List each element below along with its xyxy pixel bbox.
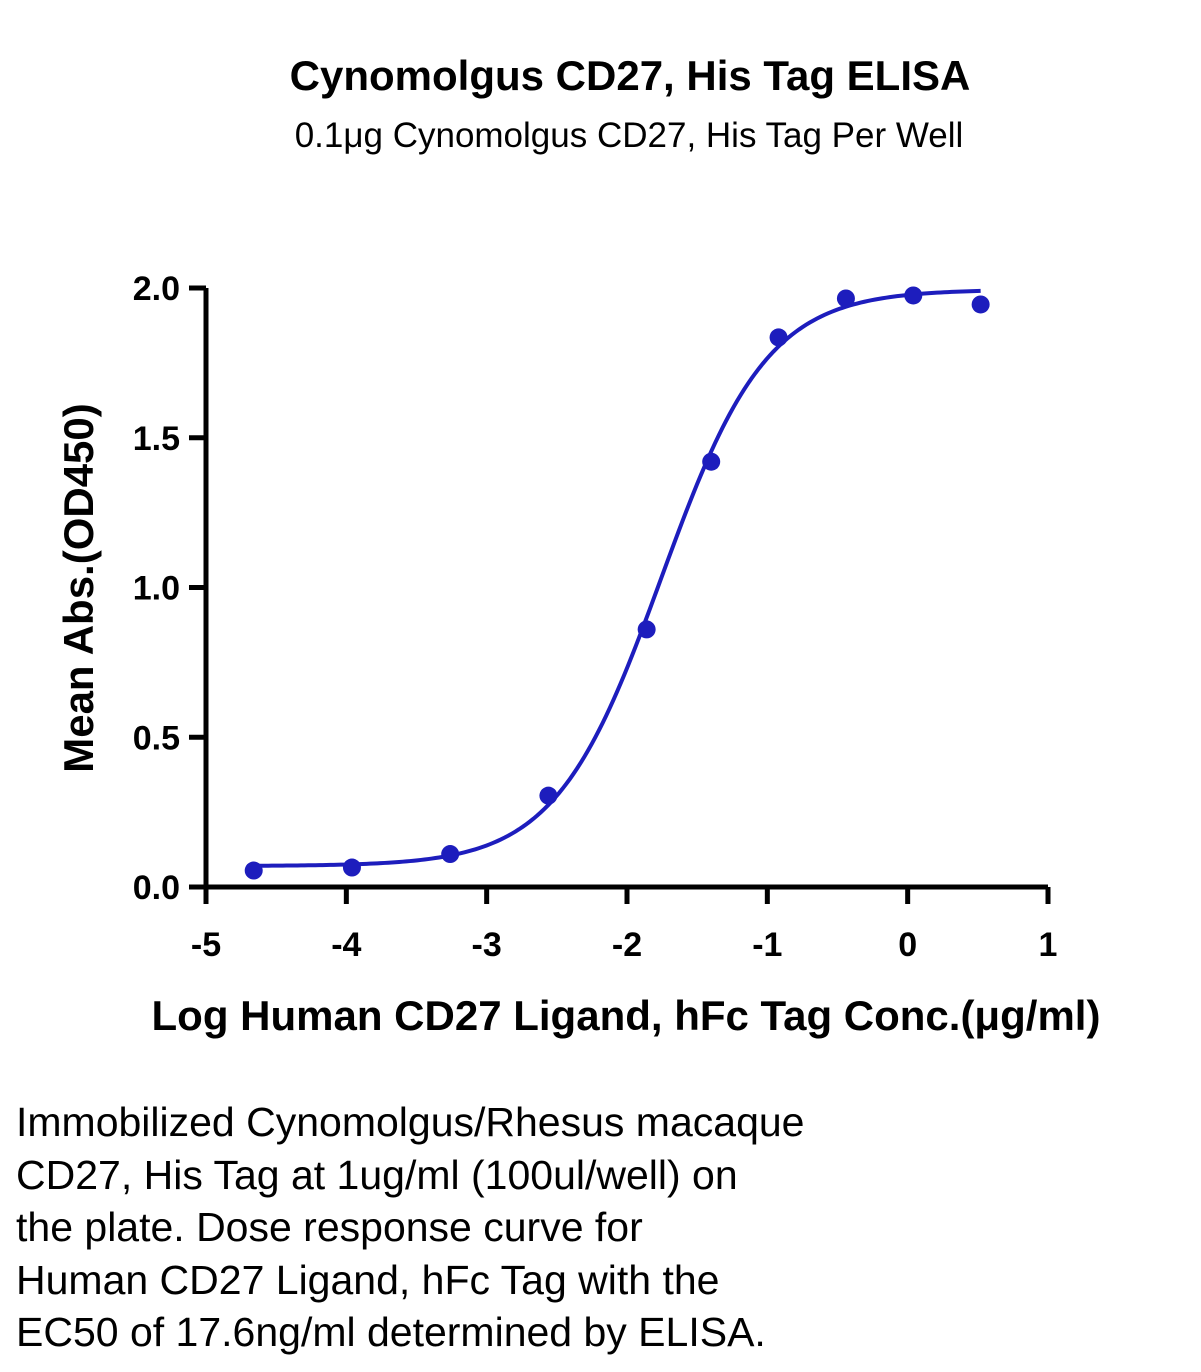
y-tick-label: 0.5	[133, 719, 180, 757]
x-axis-label: Log Human CD27 Ligand, hFc Tag Conc.(μg/…	[152, 992, 1101, 1039]
data-point	[637, 620, 656, 639]
caption-line: CD27, His Tag at 1ug/ml (100ul/well) on	[16, 1151, 738, 1198]
fit-curve-group	[253, 288, 981, 868]
x-tick-label: 1	[1039, 926, 1058, 964]
data-point	[836, 289, 855, 308]
y-tick-label: 2.0	[133, 270, 180, 308]
chart-title: Cynomolgus CD27, His Tag ELISA	[289, 52, 971, 99]
data-point	[539, 786, 558, 805]
caption-line: EC50 of 17.6ng/ml determined by ELISA.	[16, 1309, 766, 1355]
fit-curve	[253, 288, 981, 868]
y-tick-label: 1.0	[133, 570, 180, 608]
x-tick-label: -1	[752, 926, 782, 964]
x-tick-label: -4	[331, 926, 361, 964]
data-point	[971, 295, 990, 314]
chart-subtitle: 0.1μg Cynomolgus CD27, His Tag Per Well	[294, 116, 964, 155]
y-tick-label: 0.0	[133, 869, 180, 907]
x-tick-label: -3	[472, 926, 502, 964]
caption-line: the plate. Dose response curve for	[16, 1204, 643, 1250]
x-tick-label: -5	[191, 926, 221, 964]
x-tick-label: -2	[612, 926, 642, 964]
figure-caption: Immobilized Cynomolgus/Rhesus macaque CD…	[16, 1096, 1166, 1359]
axes	[189, 285, 1051, 904]
data-point	[904, 286, 923, 305]
chart: -5 -4 -3 -2 -1 0 1 0.0 0.5 1.0 1.5 2.0 Mean Abs.(OD…	[55, 270, 1101, 1039]
data-points	[244, 286, 990, 880]
y-axis-label: Mean Abs.(OD450)	[55, 403, 102, 773]
caption-line: Human CD27 Ligand, hFc Tag with the	[16, 1256, 720, 1303]
y-tick-label: 1.5	[133, 420, 180, 458]
data-point	[769, 328, 788, 347]
data-point	[342, 858, 361, 877]
tick-labels: -5 -4 -3 -2 -1 0 1 0.0 0.5 1.0 1.5 2.0	[133, 270, 1058, 964]
x-tick-label: 0	[898, 926, 917, 964]
data-point	[244, 861, 263, 880]
caption-line: Immobilized Cynomolgus/Rhesus macaque	[16, 1099, 805, 1145]
data-point	[702, 452, 721, 471]
data-point	[441, 845, 460, 864]
